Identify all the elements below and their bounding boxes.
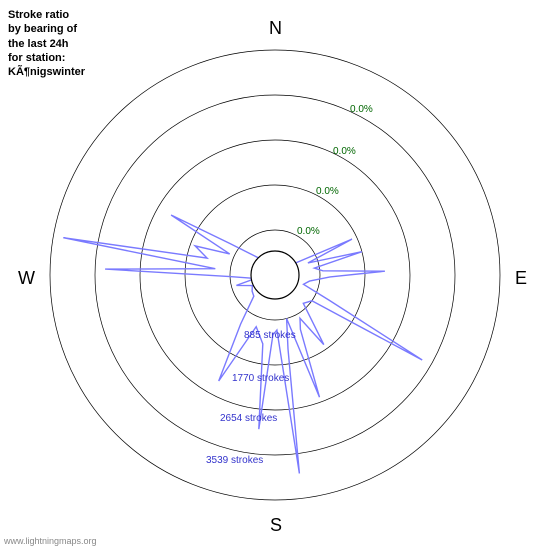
compass-w: W	[18, 268, 35, 289]
ring-label-blue-0: 885 strokes	[244, 330, 296, 341]
compass-s: S	[270, 515, 282, 536]
ring-label-green-1: 0.0%	[333, 146, 356, 157]
ring-label-blue-3: 3539 strokes	[206, 455, 263, 466]
polar-chart	[0, 0, 550, 550]
ring-label-green-3: 0.0%	[297, 226, 320, 237]
chart-title: Stroke ratio by bearing of the last 24h …	[8, 8, 85, 79]
ring-label-blue-2: 2654 strokes	[220, 413, 277, 424]
compass-n: N	[269, 18, 282, 39]
compass-e: E	[515, 268, 527, 289]
ring-label-green-0: 0.0%	[350, 104, 373, 115]
ring-label-blue-1: 1770 strokes	[232, 373, 289, 384]
ring-label-green-2: 0.0%	[316, 186, 339, 197]
footer-text: www.lightningmaps.org	[4, 536, 97, 546]
